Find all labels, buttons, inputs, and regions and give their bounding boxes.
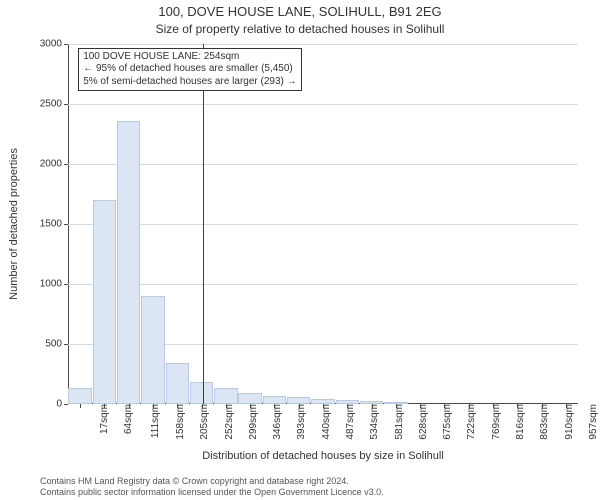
annotation-box: 100 DOVE HOUSE LANE: 254sqm← 95% of deta… (78, 48, 301, 92)
y-tick-mark (64, 284, 68, 285)
grid-line (68, 284, 578, 285)
footer-attribution: Contains HM Land Registry data © Crown c… (40, 476, 384, 498)
y-axis-label: Number of detached properties (8, 148, 20, 300)
x-tick-label: 205sqm (195, 404, 210, 440)
histogram-bar (141, 296, 164, 404)
x-tick-mark (323, 404, 324, 408)
grid-line (68, 224, 578, 225)
x-tick-label: 64sqm (119, 404, 134, 434)
x-tick-mark (153, 404, 154, 408)
y-tick-mark (64, 224, 68, 225)
histogram-bar (214, 388, 237, 404)
x-tick-mark (493, 404, 494, 408)
grid-line (68, 44, 578, 45)
x-tick-label: 628sqm (414, 404, 429, 440)
grid-line (68, 104, 578, 105)
histogram-bar (287, 397, 310, 404)
footer-line-1: Contains HM Land Registry data © Crown c… (40, 476, 349, 486)
y-tick-mark (64, 104, 68, 105)
histogram-bar (117, 121, 140, 404)
x-tick-label: 487sqm (341, 404, 356, 440)
plot-area: 05001000150020002500300017sqm64sqm111sqm… (68, 44, 578, 404)
x-tick-label: 299sqm (244, 404, 259, 440)
y-tick-mark (64, 44, 68, 45)
chart-container: 100, DOVE HOUSE LANE, SOLIHULL, B91 2EG … (0, 0, 600, 500)
x-tick-mark (226, 404, 227, 408)
x-tick-mark (202, 404, 203, 408)
y-tick-mark (64, 404, 68, 405)
x-tick-label: 863sqm (535, 404, 550, 440)
x-tick-mark (396, 404, 397, 408)
x-tick-mark (542, 404, 543, 408)
annotation-line: 5% of semi-detached houses are larger (2… (83, 76, 296, 89)
grid-line (68, 164, 578, 165)
histogram-bar (68, 388, 91, 404)
x-tick-label: 722sqm (462, 404, 477, 440)
title-address: 100, DOVE HOUSE LANE, SOLIHULL, B91 2EG (0, 4, 600, 19)
x-tick-label: 910sqm (559, 404, 574, 440)
reference-line (203, 44, 204, 404)
x-tick-label: 581sqm (389, 404, 404, 440)
x-tick-mark (104, 404, 105, 408)
x-tick-label: 534sqm (365, 404, 380, 440)
x-tick-mark (469, 404, 470, 408)
x-tick-mark (299, 404, 300, 408)
x-tick-mark (347, 404, 348, 408)
x-tick-mark (517, 404, 518, 408)
x-tick-label: 675sqm (438, 404, 453, 440)
x-tick-mark (250, 404, 251, 408)
x-tick-label: 17sqm (95, 404, 110, 434)
x-tick-label: 346sqm (268, 404, 283, 440)
annotation-line: 100 DOVE HOUSE LANE: 254sqm (83, 51, 296, 64)
x-tick-mark (444, 404, 445, 408)
y-tick-mark (64, 344, 68, 345)
x-tick-mark (129, 404, 130, 408)
y-tick-mark (64, 164, 68, 165)
x-tick-label: 252sqm (219, 404, 234, 440)
x-tick-label: 957sqm (584, 404, 599, 440)
histogram-bar (263, 396, 286, 404)
histogram-bar (93, 200, 116, 404)
x-tick-mark (177, 404, 178, 408)
x-tick-label: 769sqm (486, 404, 501, 440)
x-tick-mark (420, 404, 421, 408)
x-tick-mark (80, 404, 81, 408)
histogram-bar (190, 382, 213, 404)
histogram-bar (166, 363, 189, 404)
x-tick-mark (274, 404, 275, 408)
footer-line-2: Contains public sector information licen… (40, 487, 384, 497)
title-subtitle: Size of property relative to detached ho… (0, 22, 600, 36)
x-tick-mark (566, 404, 567, 408)
annotation-line: ← 95% of detached houses are smaller (5,… (83, 63, 296, 76)
x-tick-label: 393sqm (292, 404, 307, 440)
x-tick-label: 440sqm (316, 404, 331, 440)
x-tick-label: 158sqm (171, 404, 186, 440)
x-tick-mark (372, 404, 373, 408)
x-tick-label: 111sqm (146, 404, 161, 438)
histogram-bar (238, 393, 261, 404)
x-axis-label: Distribution of detached houses by size … (68, 450, 578, 462)
x-tick-label: 816sqm (511, 404, 526, 440)
